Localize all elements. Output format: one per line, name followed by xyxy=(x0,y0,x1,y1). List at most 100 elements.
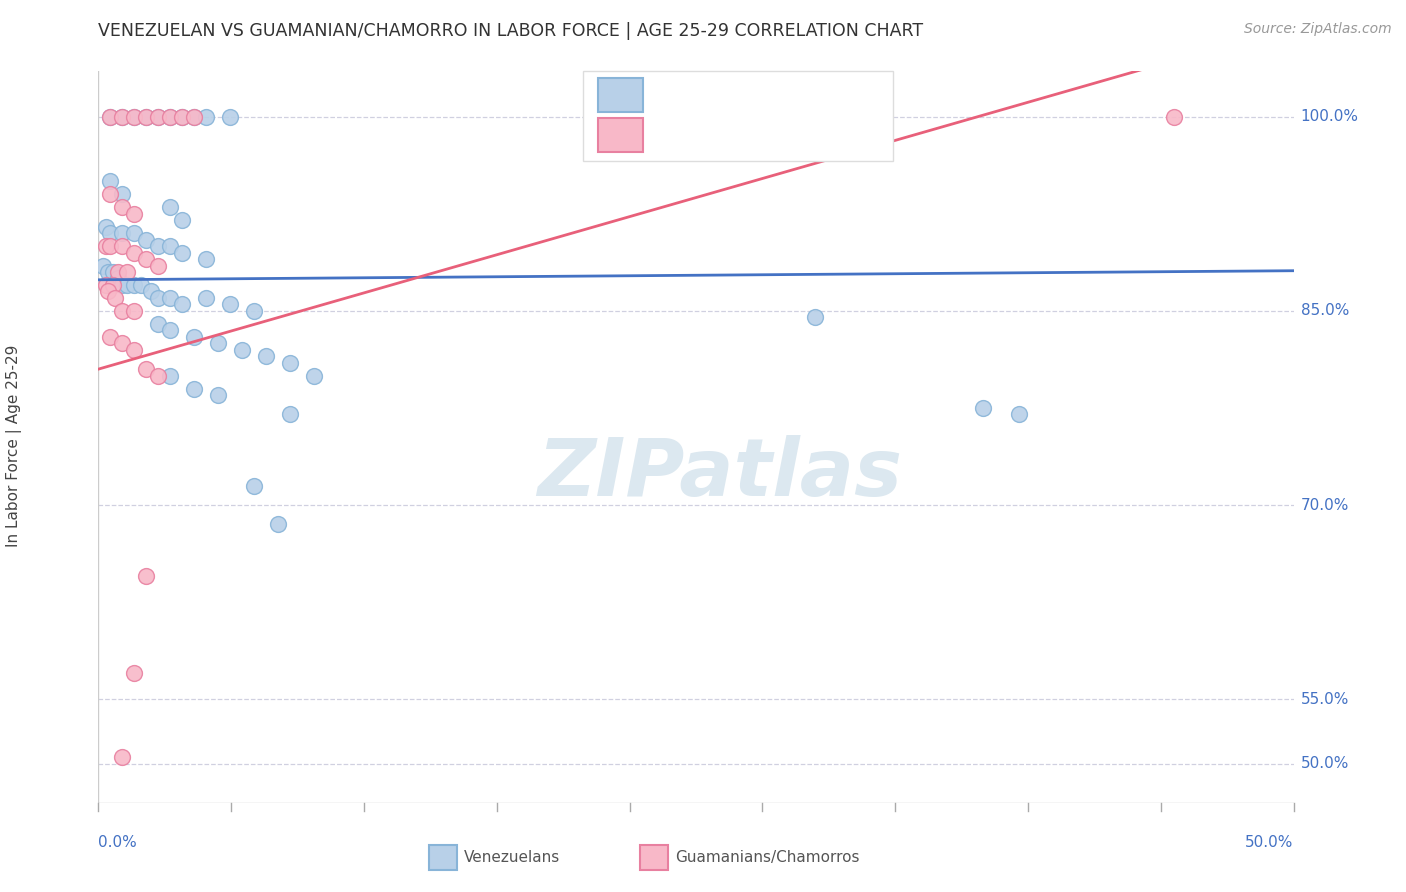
Point xyxy=(98,330,122,344)
Point xyxy=(139,285,162,299)
Point xyxy=(148,110,170,124)
Point xyxy=(94,277,117,292)
Point xyxy=(183,330,205,344)
Point xyxy=(98,239,122,253)
Point xyxy=(242,478,264,492)
Point xyxy=(101,265,124,279)
Text: R = 0.016: R = 0.016 xyxy=(659,86,758,103)
Point xyxy=(107,271,129,285)
Point xyxy=(98,187,122,202)
Point xyxy=(124,226,146,240)
Point xyxy=(111,239,134,253)
Point xyxy=(1007,408,1029,422)
Point xyxy=(91,259,114,273)
Point xyxy=(135,110,157,124)
Point xyxy=(98,110,122,124)
Point xyxy=(219,297,242,311)
Point xyxy=(172,213,194,227)
Point xyxy=(254,349,277,363)
Point xyxy=(207,388,229,402)
Point xyxy=(135,110,157,124)
Point xyxy=(124,666,146,681)
Point xyxy=(148,291,170,305)
Point xyxy=(183,382,205,396)
Point xyxy=(1163,110,1185,124)
Point xyxy=(124,303,146,318)
Text: R = 0.321: R = 0.321 xyxy=(659,126,758,144)
Point xyxy=(107,265,129,279)
Point xyxy=(148,368,170,383)
Point xyxy=(194,252,217,266)
Point xyxy=(159,110,181,124)
Point xyxy=(115,277,138,292)
Text: 0.0%: 0.0% xyxy=(98,835,138,850)
Point xyxy=(231,343,253,357)
Point xyxy=(124,343,146,357)
Point xyxy=(115,265,138,279)
Point xyxy=(207,336,229,351)
Point xyxy=(159,200,181,214)
Text: 55.0%: 55.0% xyxy=(1301,691,1348,706)
Point xyxy=(111,303,134,318)
Point xyxy=(278,408,301,422)
Point xyxy=(183,110,205,124)
Point xyxy=(98,226,122,240)
Point xyxy=(159,368,181,383)
Point xyxy=(302,368,325,383)
Point xyxy=(278,356,301,370)
Point xyxy=(135,362,157,376)
Point xyxy=(124,207,146,221)
Point xyxy=(148,110,170,124)
Point xyxy=(159,239,181,253)
Text: 70.0%: 70.0% xyxy=(1301,498,1348,513)
Point xyxy=(124,110,146,124)
Point xyxy=(111,200,134,214)
Point xyxy=(148,239,170,253)
Point xyxy=(194,291,217,305)
Text: VENEZUELAN VS GUAMANIAN/CHAMORRO IN LABOR FORCE | AGE 25-29 CORRELATION CHART: VENEZUELAN VS GUAMANIAN/CHAMORRO IN LABO… xyxy=(98,22,924,40)
Text: 50.0%: 50.0% xyxy=(1246,835,1294,850)
Point xyxy=(972,401,994,415)
Point xyxy=(98,110,122,124)
Point xyxy=(172,297,194,311)
Point xyxy=(159,323,181,337)
Point xyxy=(148,259,170,273)
Point xyxy=(111,187,134,202)
Text: 50.0%: 50.0% xyxy=(1301,756,1348,772)
Point xyxy=(159,291,181,305)
Point xyxy=(111,226,134,240)
Text: 85.0%: 85.0% xyxy=(1301,303,1348,318)
Text: ZIPatlas: ZIPatlas xyxy=(537,434,903,513)
Point xyxy=(98,174,122,188)
Point xyxy=(97,265,120,279)
Text: N = 35: N = 35 xyxy=(765,126,832,144)
Point xyxy=(135,252,157,266)
Point xyxy=(804,310,827,325)
Point xyxy=(111,336,134,351)
Point xyxy=(111,750,134,764)
Point xyxy=(131,277,153,292)
Text: Source: ZipAtlas.com: Source: ZipAtlas.com xyxy=(1244,22,1392,37)
Text: In Labor Force | Age 25-29: In Labor Force | Age 25-29 xyxy=(6,345,22,547)
Point xyxy=(111,110,134,124)
Point xyxy=(94,219,117,234)
Point xyxy=(267,517,290,532)
Point xyxy=(242,303,264,318)
Point xyxy=(135,569,157,583)
Text: N = 65: N = 65 xyxy=(765,86,832,103)
Text: 100.0%: 100.0% xyxy=(1301,109,1358,124)
Point xyxy=(172,245,194,260)
Point xyxy=(219,110,242,124)
Point xyxy=(124,110,146,124)
Point xyxy=(183,110,205,124)
Point xyxy=(148,317,170,331)
Point xyxy=(124,245,146,260)
Point xyxy=(94,239,117,253)
Point xyxy=(97,285,120,299)
Point xyxy=(194,110,217,124)
Point xyxy=(172,110,194,124)
Point xyxy=(111,110,134,124)
Point xyxy=(159,110,181,124)
Text: Venezuelans: Venezuelans xyxy=(464,850,560,864)
Point xyxy=(135,233,157,247)
